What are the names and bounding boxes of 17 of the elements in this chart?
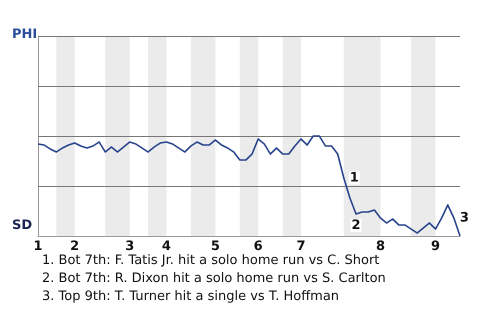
annotation: 3: [460, 210, 469, 226]
x-tick-label: 5: [210, 239, 220, 254]
text: 3. Top 9th: T. Turner hit a single vs T. Hoffman: [42, 289, 340, 304]
annotation: 1: [350, 170, 359, 186]
x-tick-label: 9: [431, 239, 440, 254]
x-tick-label: 3: [125, 239, 134, 254]
x-tick-label: 7: [296, 239, 306, 254]
x-tick-label: 4: [162, 239, 171, 254]
text: PHI: [12, 27, 38, 42]
text: 2. Bot 7th: R. Dixon hit a solo home run vs S. Carlton: [42, 271, 386, 286]
text: 1. Bot 7th: F. Tatis Jr. hit a solo home run vs C. Short: [42, 253, 380, 268]
x-tick-label: 6: [254, 239, 263, 254]
x-tick-label: 8: [376, 239, 386, 254]
x-tick-label: 2: [70, 239, 80, 254]
annotation: 2: [352, 218, 361, 233]
x-tick-label: 1: [33, 239, 43, 254]
text: SD: [12, 218, 32, 233]
